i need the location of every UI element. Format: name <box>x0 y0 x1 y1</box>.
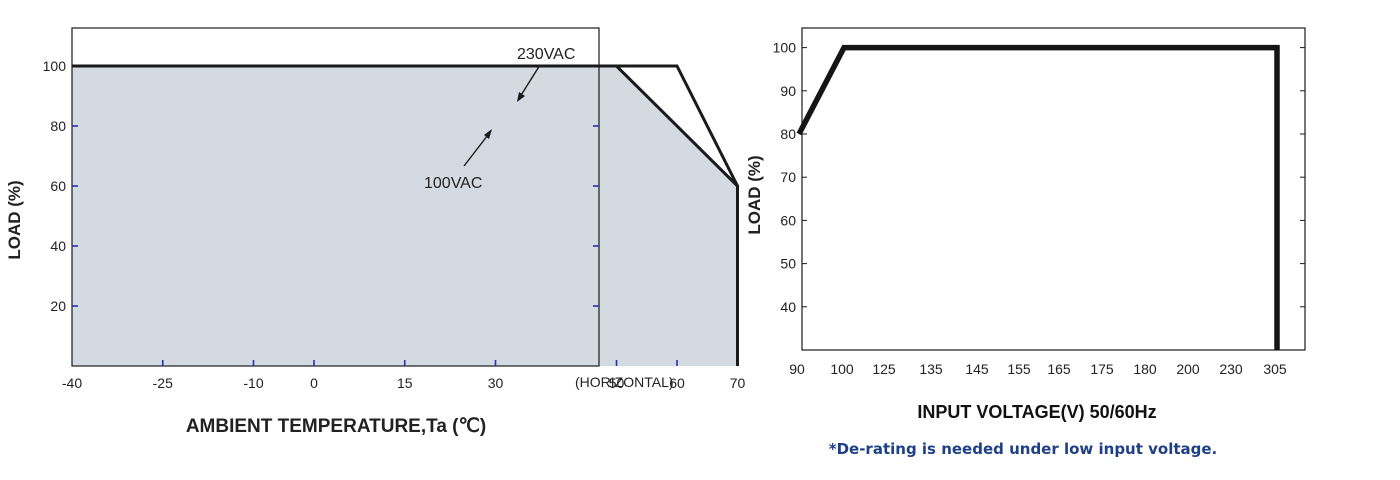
y-tick-label: 90 <box>780 83 796 99</box>
x-tick-label: 165 <box>1047 361 1071 377</box>
x-tick-label: 15 <box>397 375 413 391</box>
x-tick-label: 30 <box>488 375 504 391</box>
y-tick-label: 60 <box>780 212 796 228</box>
x-axis-label: INPUT VOLTAGE(V) 50/60Hz <box>917 402 1156 422</box>
series-line-load <box>796 44 1280 350</box>
x-tick-label: 100 <box>830 361 854 377</box>
derating-note: *De-rating is needed under low input vol… <box>828 440 1218 458</box>
y-tick-label: 100 <box>773 40 797 56</box>
series-line-100vac <box>72 64 739 366</box>
y-tick-label: 60 <box>50 178 66 194</box>
annotation-arrowhead-100vac <box>484 129 492 139</box>
y-tick-label: 80 <box>50 118 66 134</box>
y-axis-label: LOAD (%) <box>5 180 24 259</box>
derating-area-fill <box>72 66 738 366</box>
temperature-derating-chart: 20 40 60 80 100 -40 -25 -10 0 15 30 50 60 70 (HORIZONT… <box>5 27 746 437</box>
series-label-100vac: 100VAC <box>424 175 482 192</box>
series-label-230vac: 230VAC <box>517 46 575 63</box>
x-tick-label: -40 <box>62 375 82 391</box>
x-tick-label: -10 <box>243 375 263 391</box>
x-tick-label: 125 <box>872 361 896 377</box>
x-tick-label: 135 <box>919 361 943 377</box>
x-axis-label: AMBIENT TEMPERATURE,Ta (℃) <box>186 416 486 437</box>
y-tick-label: 40 <box>780 299 796 315</box>
x-tick-label: -25 <box>153 375 173 391</box>
y-axis-label: LOAD (%) <box>745 155 764 234</box>
x-tick-label: 145 <box>965 361 989 377</box>
voltage-derating-chart: 40 50 60 70 80 90 100 90 100 125 135 145 155 165 175 18… <box>745 27 1306 422</box>
y-tick-label: 70 <box>780 169 796 185</box>
plot-frame <box>71 27 600 367</box>
y-tick-label: 20 <box>50 298 66 314</box>
x-tick-label: 0 <box>310 375 318 391</box>
x-tick-label: 230 <box>1219 361 1243 377</box>
annotation-arrowhead-230vac <box>517 92 525 102</box>
y-tick-label: 80 <box>780 126 796 142</box>
x-tick-label: 50 <box>609 375 625 391</box>
y-tick-label: 40 <box>50 238 66 254</box>
x-tick-label: 90 <box>789 361 805 377</box>
plot-frame <box>801 27 1306 351</box>
x-tick-suffix: (HORIZONTAL) <box>575 374 674 390</box>
x-tick-label: 155 <box>1007 361 1031 377</box>
x-tick-label: 200 <box>1176 361 1200 377</box>
y-tick-label: 100 <box>43 58 67 74</box>
x-tick-label: 175 <box>1090 361 1114 377</box>
y-tick-label: 50 <box>780 256 796 272</box>
x-tick-label: 305 <box>1263 361 1287 377</box>
x-tick-label: 60 <box>669 375 685 391</box>
x-tick-label: 180 <box>1133 361 1157 377</box>
x-tick-label: 70 <box>730 375 746 391</box>
